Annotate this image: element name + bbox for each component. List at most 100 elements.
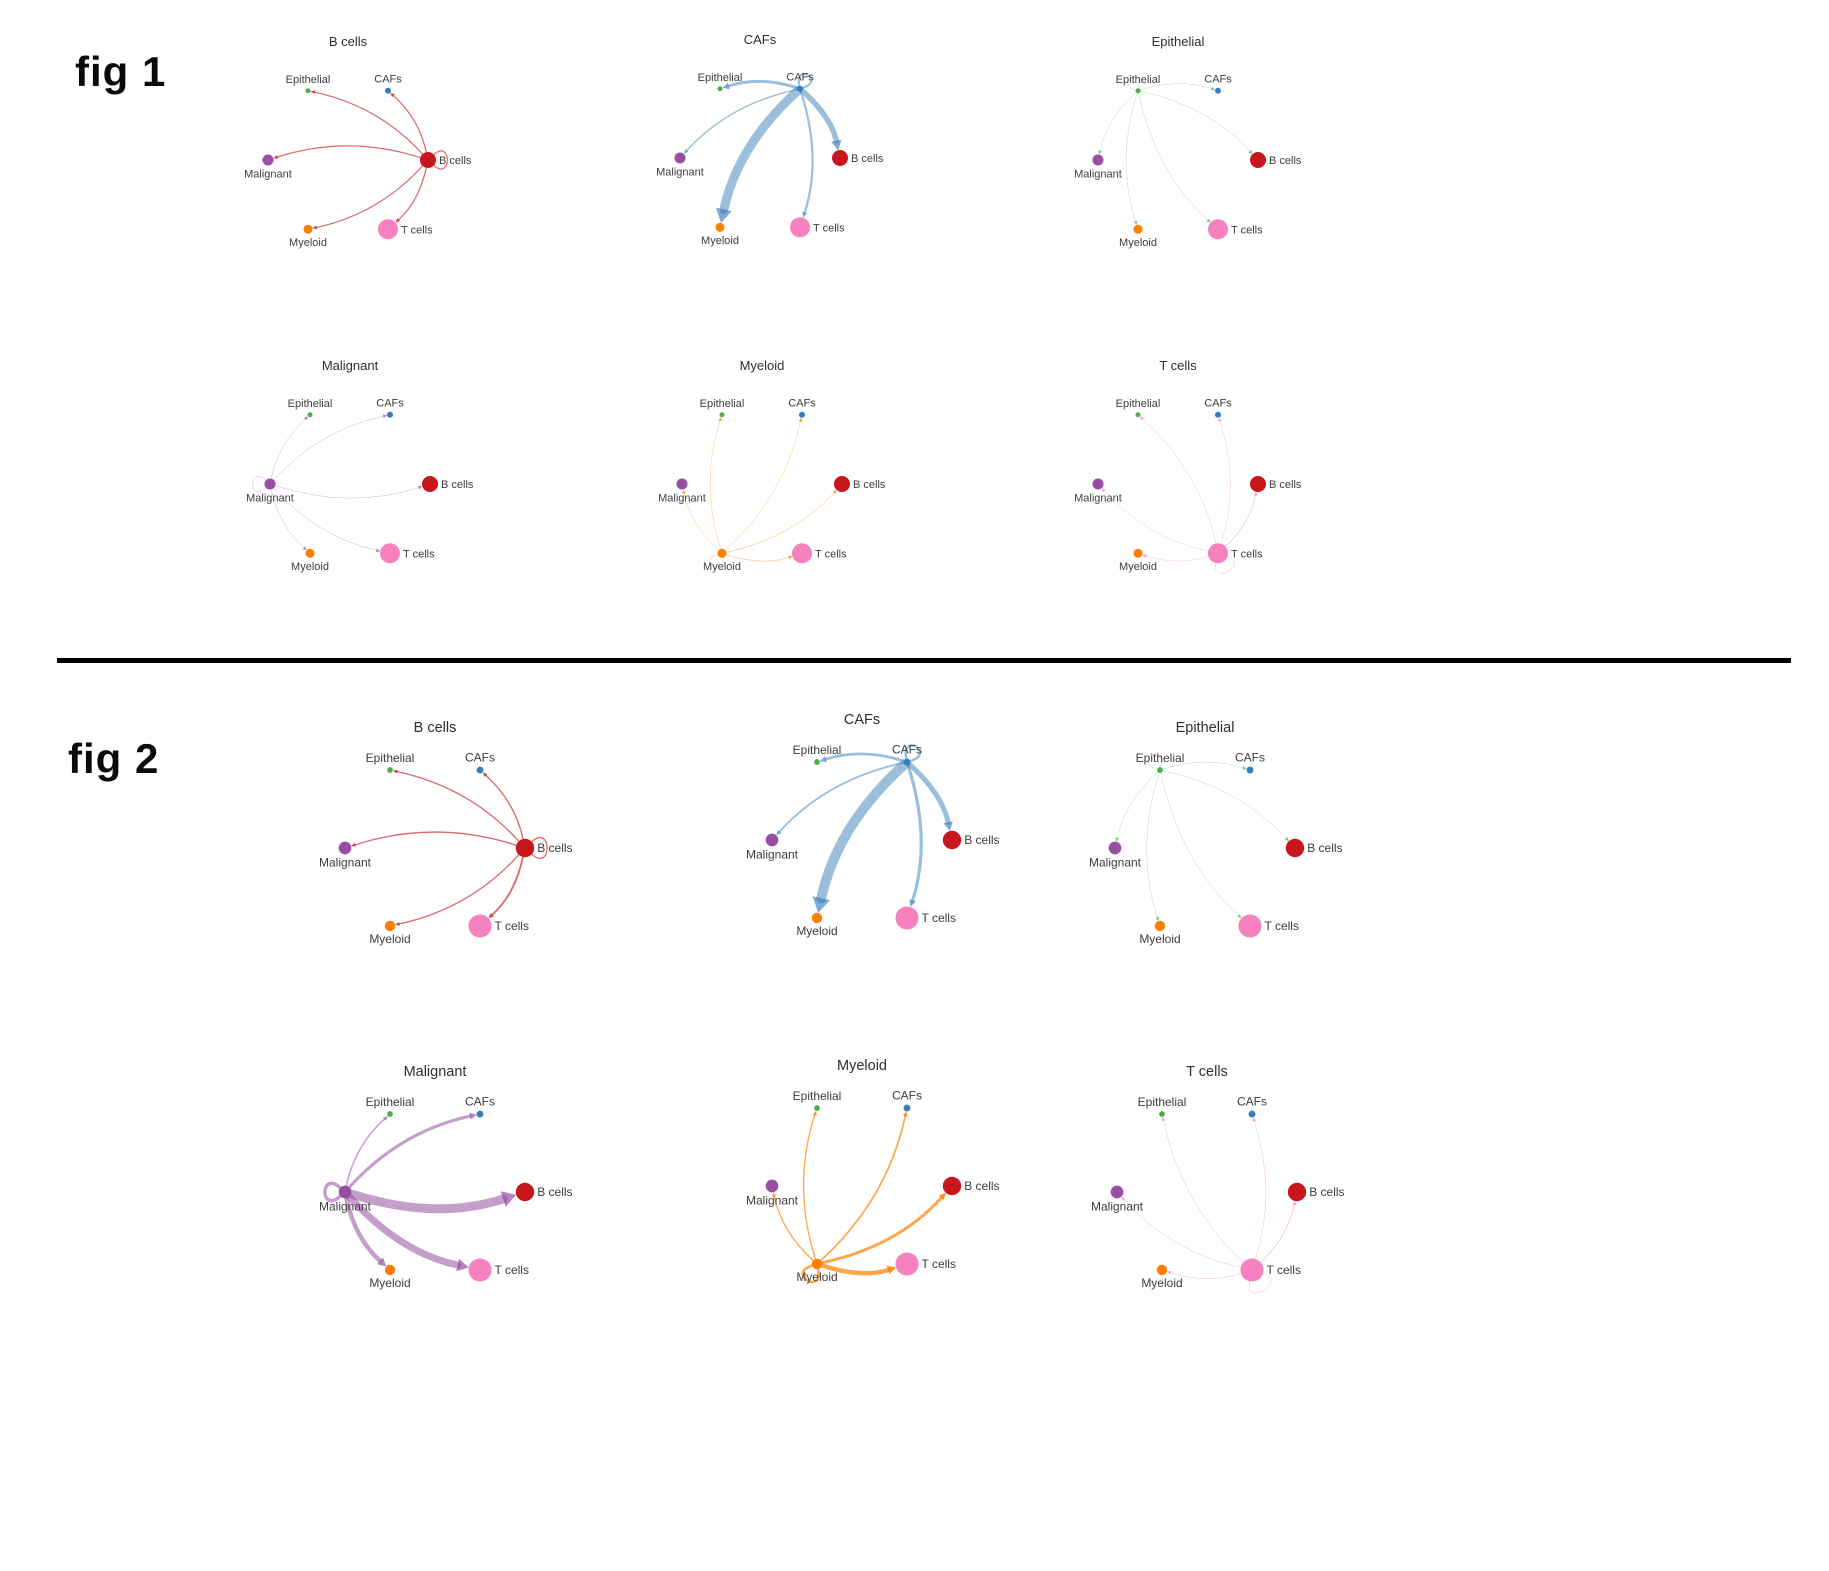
- node-label-malignant: Malignant: [658, 493, 706, 505]
- node-epithelial: [1157, 767, 1163, 773]
- edge-cafs-to-b-cells: [907, 761, 951, 825]
- node-epithelial: [1135, 412, 1141, 418]
- edge-malignant-to-epithelial: [345, 1118, 386, 1187]
- arrowhead-b-cells-to-malignant: [351, 842, 356, 847]
- arrowhead-b-cells-to-myeloid: [395, 922, 400, 926]
- node-cafs: [385, 87, 391, 94]
- edge-malignant-to-b-cells: [275, 485, 419, 499]
- network-panel-fig2-t-cells: Epithelial CAFs Malignant B cells Myeloid T c…: [1091, 1064, 1345, 1294]
- node-epithelial: [1159, 1111, 1165, 1117]
- node-label-epithelial: Epithelial: [1116, 74, 1161, 86]
- panel-title-epithelial: Epithelial: [1176, 720, 1235, 736]
- arrowhead-malignant-to-epithelial: [303, 416, 309, 421]
- node-label-cafs: CAFs: [374, 74, 402, 86]
- node-label-myeloid: Myeloid: [289, 237, 327, 249]
- arrowhead-t-cells-to-malignant: [1121, 1196, 1126, 1201]
- node-label-myeloid: Myeloid: [703, 561, 741, 573]
- network-panel-fig1-cafs: Epithelial CAFs Malignant B cells Myeloid T c…: [656, 32, 884, 247]
- arrowhead-b-cells-to-t-cells: [395, 218, 400, 223]
- node-label-t-cells: T cells: [815, 548, 847, 560]
- edge-b-cells-to-epithelial: [396, 770, 520, 842]
- network-panel-fig2-malignant: Epithelial CAFs Malignant B cells Myeloid T c…: [319, 1064, 573, 1290]
- node-label-b-cells: B cells: [537, 1185, 572, 1199]
- edge-malignant-to-cafs: [347, 1114, 472, 1189]
- node-label-t-cells: T cells: [922, 911, 956, 925]
- edge-cafs-to-malignant: [686, 88, 798, 152]
- edge-epithelial-to-t-cells: [1138, 93, 1208, 221]
- edge-t-cells-to-epithelial: [1163, 1120, 1244, 1263]
- node-label-myeloid: Myeloid: [369, 1276, 410, 1290]
- node-label-t-cells: T cells: [401, 224, 433, 236]
- node-label-malignant: Malignant: [746, 1193, 799, 1207]
- edge-b-cells-to-t-cells: [398, 167, 427, 221]
- node-cafs: [799, 411, 805, 418]
- figure-2-label: fig 2: [68, 735, 160, 782]
- self-loop-cafs: [904, 744, 922, 763]
- arrowhead-b-cells-to-malignant: [273, 155, 278, 159]
- self-loop-malignant: [252, 476, 267, 492]
- panel-title-epithelial: Epithelial: [1152, 34, 1205, 49]
- node-cafs: [476, 1110, 484, 1118]
- node-label-cafs: CAFs: [1204, 74, 1232, 86]
- node-label-t-cells: T cells: [495, 919, 529, 933]
- node-myeloid: [1133, 548, 1143, 558]
- edge-myeloid-to-b-cells: [726, 492, 835, 553]
- network-panel-fig2-myeloid: Epithelial CAFs Malignant B cells Myeloid T c…: [746, 1058, 1000, 1284]
- edge-t-cells-to-cafs: [1254, 1120, 1267, 1260]
- figure-1-label: fig 1: [75, 48, 167, 95]
- edge-t-cells-to-b-cells: [1260, 1204, 1295, 1263]
- node-malignant: [262, 154, 274, 166]
- node-label-malignant: Malignant: [746, 847, 799, 861]
- panel-title-myeloid: Myeloid: [740, 358, 785, 373]
- edge-cafs-to-malignant: [778, 761, 905, 833]
- node-malignant: [765, 833, 779, 847]
- arrowhead-t-cells-to-cafs: [1218, 417, 1222, 422]
- node-label-cafs: CAFs: [465, 1095, 495, 1109]
- node-label-b-cells: B cells: [441, 479, 474, 491]
- node-label-t-cells: T cells: [1265, 919, 1299, 933]
- separator-line: [57, 658, 1791, 663]
- node-t-cells: [468, 914, 492, 938]
- arrowhead-cafs-to-t-cells: [909, 899, 916, 907]
- edge-myeloid-to-malignant: [683, 493, 719, 551]
- edge-epithelial-to-malignant: [1117, 771, 1159, 839]
- arrowhead-epithelial-to-myeloid: [1133, 220, 1138, 225]
- node-b-cells: [1285, 838, 1305, 858]
- node-t-cells: [1208, 543, 1228, 564]
- node-b-cells: [420, 152, 436, 168]
- node-malignant: [338, 1185, 352, 1199]
- node-label-t-cells: T cells: [813, 222, 845, 234]
- edge-b-cells-to-cafs: [485, 774, 524, 840]
- node-label-malignant: Malignant: [1074, 169, 1122, 181]
- node-label-epithelial: Epithelial: [288, 398, 333, 410]
- node-label-b-cells: B cells: [439, 155, 472, 167]
- node-t-cells: [895, 906, 919, 930]
- node-label-cafs: CAFs: [892, 1089, 922, 1103]
- edge-b-cells-to-myeloid: [316, 165, 424, 228]
- node-label-epithelial: Epithelial: [1116, 398, 1161, 410]
- arrowhead-malignant-to-cafs: [469, 1112, 477, 1120]
- arrowhead-epithelial-to-cafs: [1210, 86, 1216, 91]
- node-label-myeloid: Myeloid: [291, 561, 329, 573]
- node-label-epithelial: Epithelial: [286, 74, 331, 86]
- node-b-cells: [1250, 476, 1266, 492]
- node-label-epithelial: Epithelial: [700, 398, 745, 410]
- node-t-cells: [895, 1252, 919, 1276]
- node-malignant: [1108, 841, 1122, 855]
- edge-malignant-to-t-cells: [345, 1193, 462, 1269]
- arrowhead-myeloid-to-malignant: [682, 489, 686, 494]
- node-label-t-cells: T cells: [403, 548, 435, 560]
- edge-epithelial-to-myeloid: [1146, 772, 1160, 918]
- arrowhead-malignant-to-cafs: [382, 414, 388, 419]
- panel-title-malignant: Malignant: [322, 358, 379, 373]
- node-b-cells: [1250, 152, 1266, 168]
- node-label-malignant: Malignant: [319, 855, 372, 869]
- node-malignant: [674, 152, 686, 164]
- node-label-myeloid: Myeloid: [369, 932, 410, 946]
- edge-malignant-to-epithelial: [271, 418, 306, 479]
- node-malignant: [1092, 478, 1104, 490]
- node-myeloid: [1133, 224, 1143, 234]
- node-b-cells: [1287, 1182, 1307, 1202]
- node-malignant: [264, 478, 276, 490]
